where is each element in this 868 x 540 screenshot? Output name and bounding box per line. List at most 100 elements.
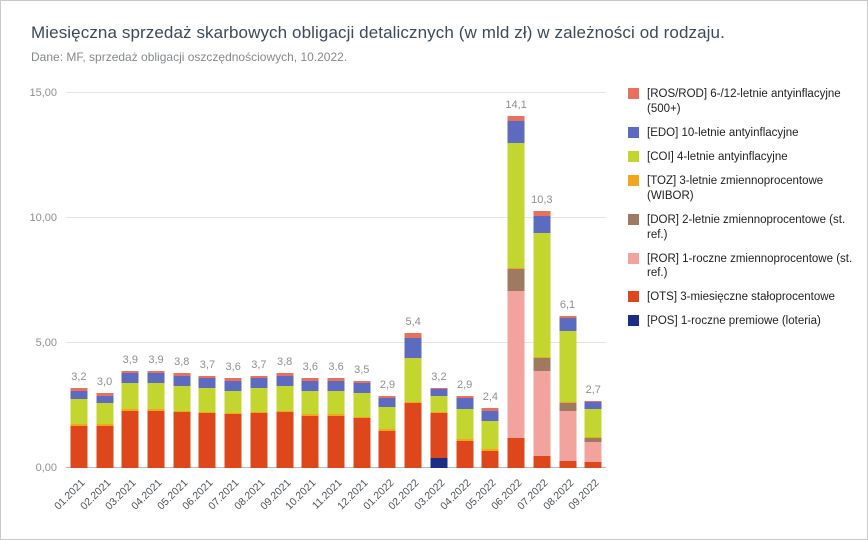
bar-total-label: 10,3: [531, 193, 553, 206]
segment-COI: [250, 388, 268, 412]
segment-EDO: [378, 398, 396, 407]
segment-EDO: [301, 380, 319, 391]
segment-POS: [430, 458, 448, 468]
segment-ROS_ROD: [250, 375, 268, 378]
legend-item-POS: [POS] 1-roczne premiowe (loteria): [628, 314, 861, 329]
segment-OTS: [301, 415, 319, 468]
bar-09.2021: [276, 373, 294, 468]
bar-03.2021: [121, 370, 139, 468]
y-axis-tick-label: 15,00: [29, 87, 57, 99]
segment-OTS: [533, 455, 551, 468]
segment-COI: [301, 390, 319, 415]
bar-total-label: 3,2: [71, 371, 87, 383]
segment-EDO: [533, 215, 551, 233]
segment-DOR: [507, 269, 525, 291]
segment-OTS: [559, 460, 577, 468]
bars-container: 3,2 01.2021 3,0 02.2021 3,9 03.2021 3,9 04.2021…: [52, 93, 606, 512]
bar-total-label: 3,7: [251, 358, 267, 371]
y-axis-tick-label: 5,00: [35, 337, 57, 349]
bar-04.2022: [456, 395, 474, 468]
segment-COI: [430, 395, 448, 412]
bar-total-label: 3,0: [96, 376, 113, 388]
segment-TOZ: [507, 268, 525, 270]
segment-EDO: [584, 401, 602, 410]
segment-OTS: [327, 415, 345, 468]
legend-label-EDO: [EDO] 10-letnie antyinflacyjne: [647, 126, 799, 139]
segment-ROS_ROD: [378, 395, 396, 398]
segment-ROS_ROD: [301, 378, 319, 381]
segment-ROS_ROD: [533, 210, 551, 216]
segment-TOZ: [404, 401, 422, 403]
bar-07.2021: [224, 378, 242, 468]
bar-05.2021: [173, 373, 191, 468]
legend-swatch-ROS_ROD: [628, 88, 639, 99]
bar-slot: 6,1 08.2022: [541, 93, 581, 512]
legend-swatch-OTS: [628, 291, 639, 303]
segment-TOZ: [198, 411, 216, 413]
bar-total-label: 3,6: [302, 361, 318, 373]
legend-swatch-ROR: [628, 252, 639, 264]
segment-EDO: [430, 389, 448, 396]
segment-OTS: [224, 414, 242, 468]
bar-slot: 3,9 04.2021: [129, 93, 169, 512]
segment-TOZ: [96, 424, 114, 426]
segment-ROS_ROD: [173, 373, 191, 376]
segment-COI: [224, 390, 242, 413]
bar-total-label: 3,7: [199, 358, 216, 371]
legend-label-POS: [POS] 1-roczne premiowe (loteria): [647, 315, 821, 328]
segment-EDO: [559, 318, 577, 331]
bar-total-label: 5,4: [405, 316, 421, 328]
segment-ROS_ROD: [404, 333, 422, 338]
segment-EDO: [198, 378, 216, 388]
bar-01.2022: [378, 395, 396, 468]
bar-slot: 2,4 05.2022: [464, 93, 504, 512]
segment-EDO: [353, 383, 371, 393]
segment-OTS: [121, 410, 139, 468]
segment-ROR: [559, 410, 577, 461]
segment-COI: [507, 143, 525, 268]
bar-slot: 2,7 09.2022: [566, 93, 606, 512]
bar-03.2022: [430, 388, 448, 468]
segment-OTS: [198, 413, 216, 468]
bar-07.2022: [533, 210, 551, 468]
bar-total-label: 2,4: [482, 391, 499, 403]
bar-slot: 3,8 09.2021: [258, 93, 298, 512]
legend-item-OTS: [OTS] 3-miesięczne stałoprocentowe: [628, 290, 861, 305]
bar-total-label: 3,8: [174, 356, 190, 368]
segment-OTS: [378, 430, 396, 468]
segment-COI: [121, 383, 139, 410]
segment-TOZ: [224, 413, 242, 415]
segment-COI: [173, 385, 191, 411]
bar-total-label: 6,1: [559, 298, 576, 311]
segment-DOR: [584, 438, 602, 442]
legend-label-TOZ: [TOZ] 3-letnie zmiennoprocentowe (WIBOR): [647, 174, 824, 202]
segment-ROS_ROD: [456, 395, 474, 398]
gridline: [66, 342, 606, 343]
segment-OTS: [456, 440, 474, 468]
segment-COI: [584, 409, 602, 437]
segment-TOZ: [276, 410, 294, 412]
segment-EDO: [96, 395, 114, 403]
segment-ROS_ROD: [121, 370, 139, 373]
bar-09.2022: [584, 400, 602, 468]
bar-total-label: 3,6: [225, 361, 241, 373]
segment-TOZ: [301, 414, 319, 416]
plot-area: 0,00 5,00 10,00 15,00 3,2 01.2021 3,0 02.2021 3,…: [29, 87, 606, 512]
bar-06.2021: [198, 375, 216, 468]
chart-title: Miesięczna sprzedaż skarbowych obligacji…: [31, 23, 725, 42]
segment-DOR: [559, 403, 577, 411]
segment-TOZ: [584, 436, 602, 438]
bar-06.2022: [507, 115, 525, 468]
bar-slot: 3,7 06.2021: [181, 93, 221, 512]
segment-OTS: [430, 413, 448, 458]
bar-total-label: 14,1: [505, 98, 527, 111]
bar-10.2021: [301, 378, 319, 468]
gridline: [66, 217, 606, 218]
segment-ROS_ROD: [276, 373, 294, 376]
segment-EDO: [481, 410, 499, 421]
segment-TOZ: [70, 424, 88, 426]
bar-total-label: 3,9: [122, 353, 138, 366]
segment-TOZ: [481, 449, 499, 451]
y-axis-tick-label: 0,00: [35, 462, 57, 474]
segment-EDO: [456, 398, 474, 410]
